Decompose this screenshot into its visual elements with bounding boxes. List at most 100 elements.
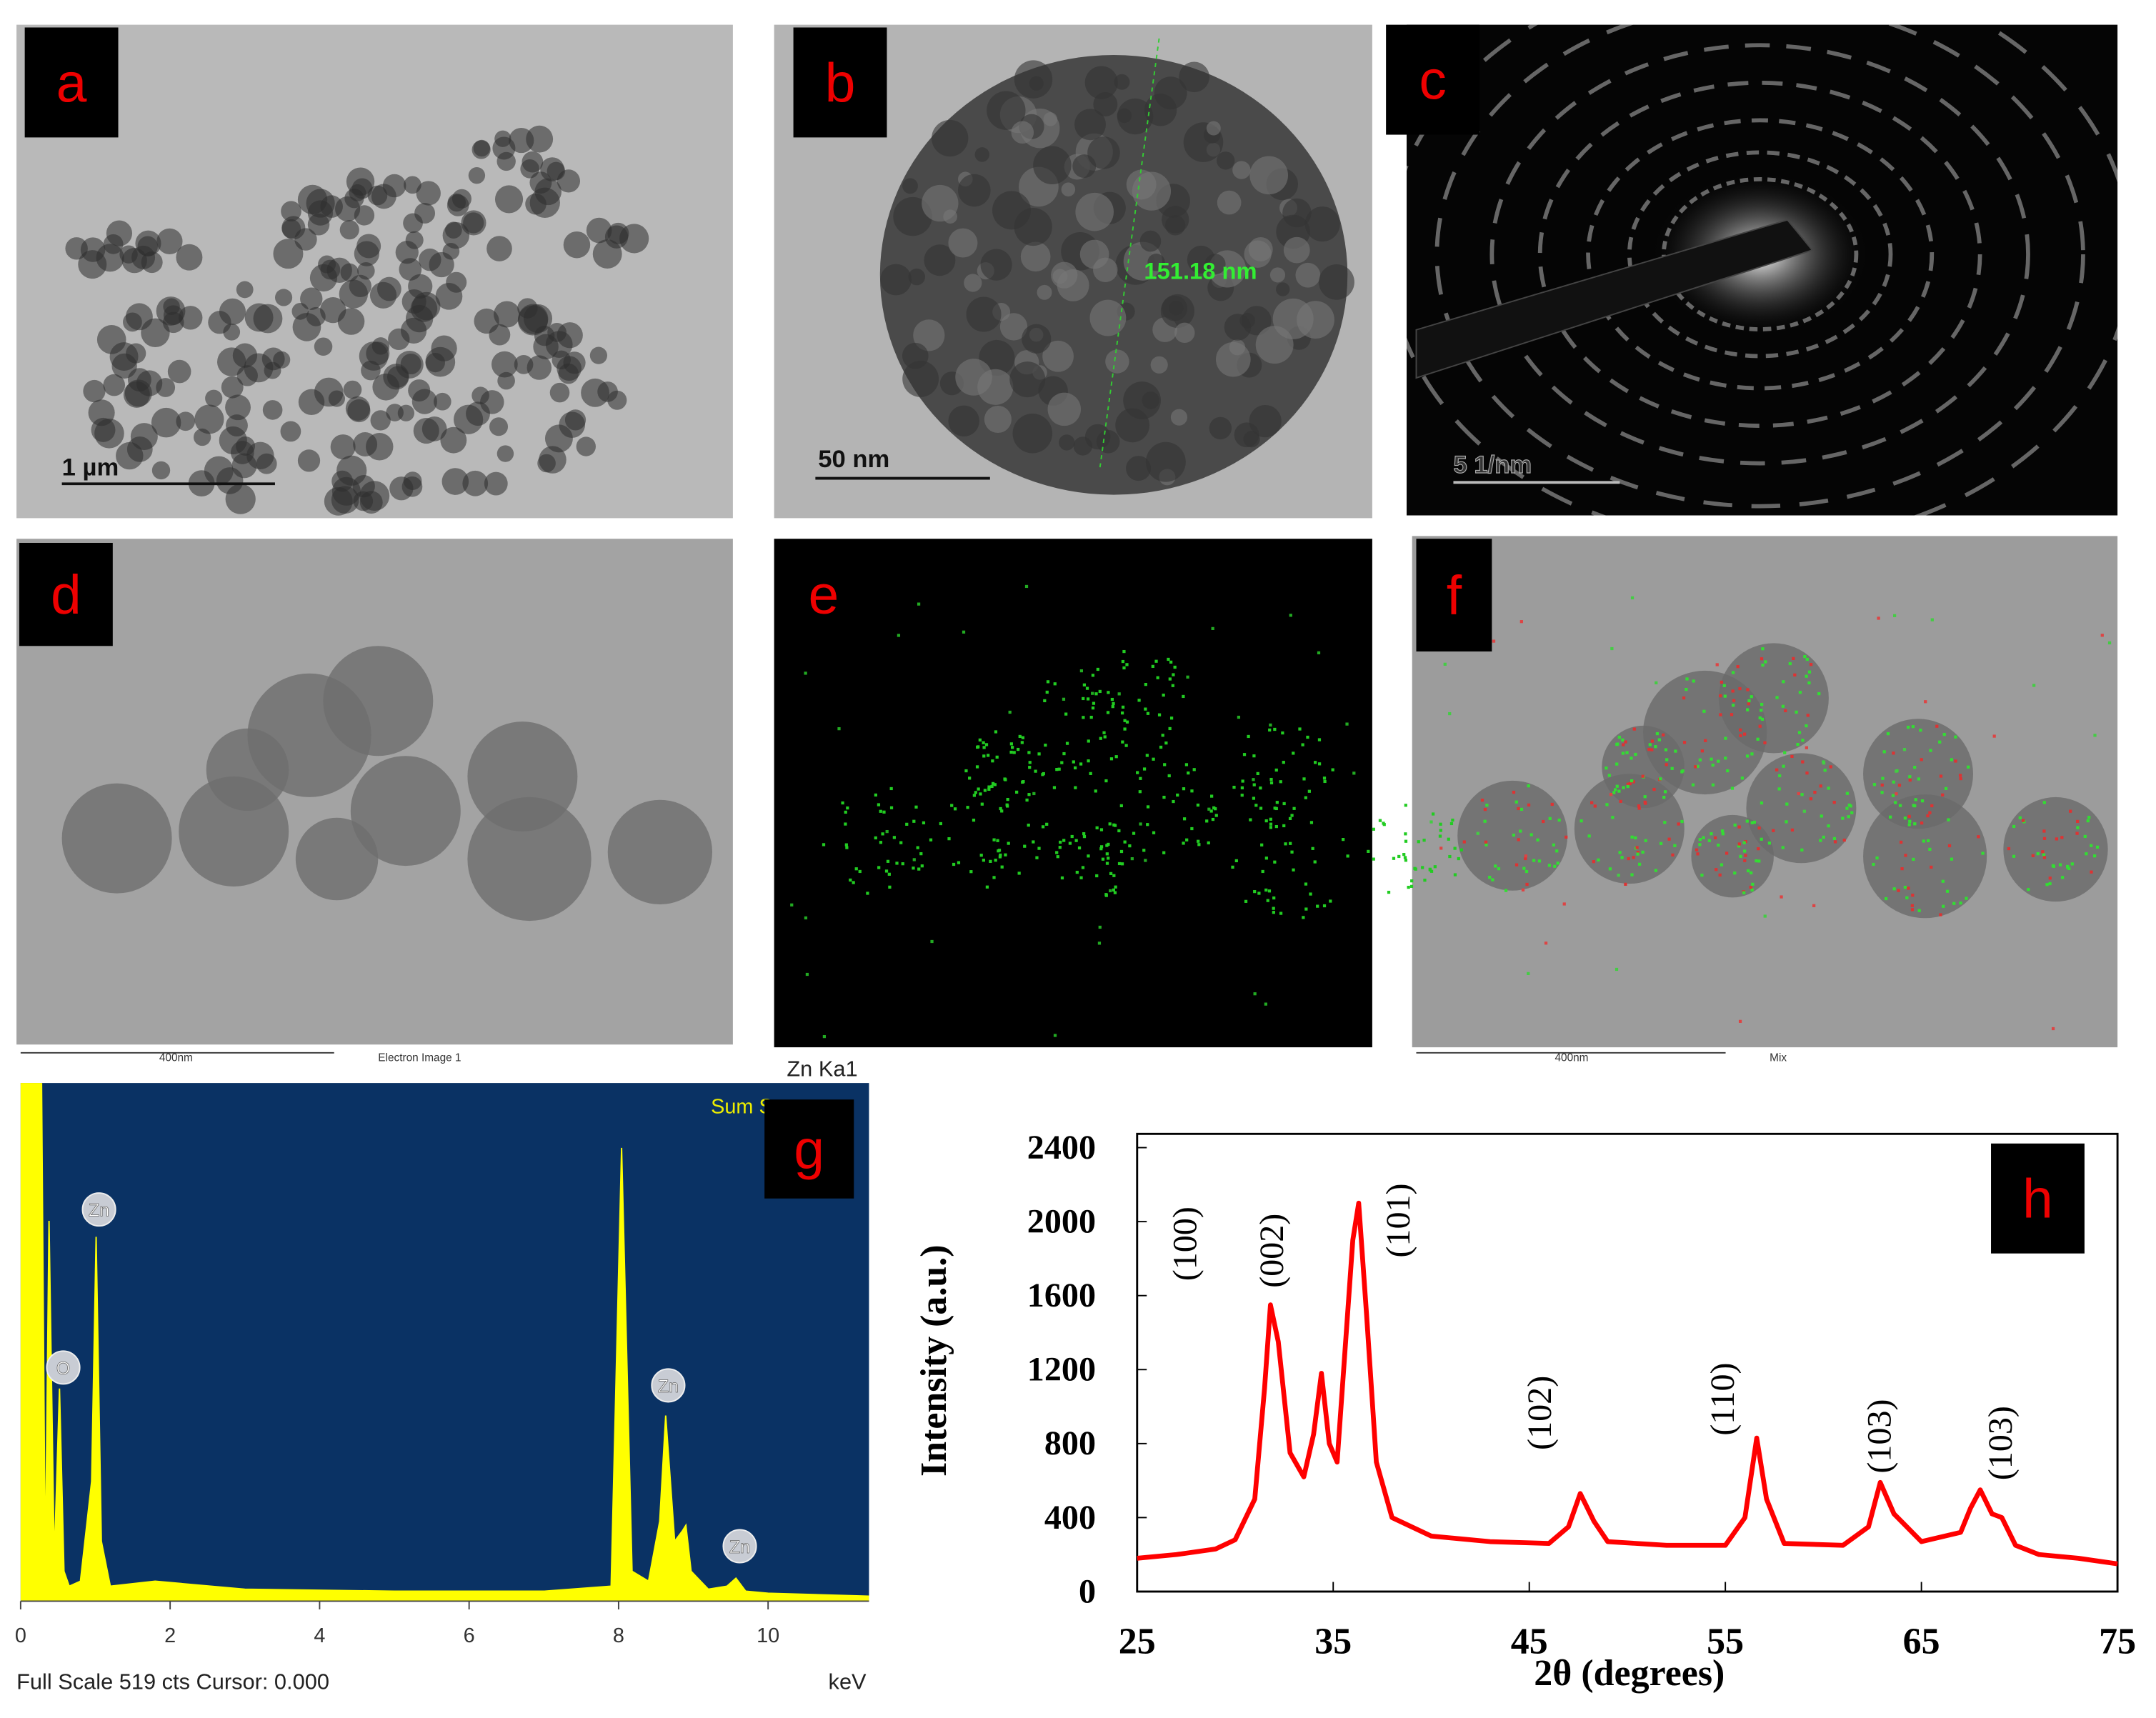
- map-dot: [1275, 801, 1279, 804]
- map-dot: [1139, 776, 1142, 780]
- map-dot: [1809, 797, 1813, 801]
- grain: [999, 313, 1028, 341]
- map-dot: [1378, 819, 1382, 822]
- ring: [1537, 80, 1982, 428]
- map-dot: [1527, 972, 1530, 976]
- map-dot: [1757, 847, 1760, 851]
- map-dot: [912, 858, 916, 862]
- map-dot: [1562, 902, 1566, 906]
- map-dot: [1214, 814, 1218, 817]
- caption: Mix: [1770, 1052, 1787, 1064]
- map-dot: [1492, 639, 1496, 643]
- map-dot: [1009, 742, 1013, 746]
- map-dot: [1790, 828, 1795, 832]
- map-dot: [1264, 856, 1268, 860]
- cluster: [1863, 794, 1987, 919]
- grain: [1282, 198, 1312, 228]
- label-box: [19, 542, 113, 646]
- map-dot: [889, 786, 893, 791]
- grain: [1126, 456, 1152, 481]
- map-dot: [1892, 751, 1895, 755]
- map-dot: [1822, 761, 1826, 765]
- map-dot: [1743, 849, 1747, 853]
- map-dot: [987, 787, 991, 791]
- map-dot: [1091, 706, 1095, 710]
- map-dot: [1911, 894, 1915, 897]
- cluster: [1718, 643, 1829, 754]
- map-dot: [1823, 769, 1827, 772]
- map-dot: [1292, 868, 1295, 872]
- map-dot: [1739, 854, 1742, 858]
- map-dot: [1021, 736, 1025, 739]
- map-dot: [1004, 853, 1007, 856]
- map-dot: [1579, 819, 1583, 823]
- rings: [1407, 24, 2118, 516]
- particle: [356, 234, 381, 259]
- map-dot: [1945, 889, 1950, 893]
- particle: [357, 261, 375, 280]
- map-dot: [1304, 907, 1308, 911]
- label-box: [24, 27, 119, 138]
- map-dot: [1880, 791, 1884, 794]
- map-dot: [1142, 767, 1147, 771]
- label-box: [1991, 1143, 2085, 1254]
- map-dot: [1453, 873, 1457, 877]
- element-label: Zn: [658, 1377, 679, 1397]
- grain: [1139, 230, 1162, 252]
- x-tick-label: 6: [464, 1624, 475, 1647]
- panel-e: [774, 539, 1372, 1048]
- map-dot: [1757, 826, 1761, 830]
- map-dot: [1914, 798, 1917, 801]
- scale-label: 1 µm: [62, 454, 119, 481]
- map-dot: [1168, 677, 1172, 681]
- map-dot: [1045, 822, 1049, 826]
- map-dot: [1740, 776, 1745, 780]
- map-dot: [1037, 752, 1041, 756]
- map-dot: [1654, 745, 1657, 749]
- map-dot: [1775, 696, 1779, 699]
- map-dot: [1274, 806, 1278, 811]
- map-dot: [1752, 820, 1757, 824]
- particle: [484, 471, 508, 496]
- cluster: [607, 799, 713, 904]
- map-dot: [1284, 842, 1287, 846]
- map-dot: [1152, 831, 1156, 834]
- map-dot: [1273, 806, 1277, 810]
- grain: [1248, 236, 1273, 261]
- particles: [65, 125, 649, 516]
- map-dot: [1788, 661, 1792, 666]
- map-dot: [1105, 844, 1109, 847]
- map-dot: [1301, 743, 1304, 746]
- map-dot: [1801, 760, 1805, 764]
- map-dot: [1438, 834, 1442, 838]
- map-dot: [1491, 878, 1494, 882]
- cluster: [206, 728, 289, 811]
- map-dot: [1593, 804, 1597, 808]
- map-dot: [962, 630, 966, 634]
- map-dot: [1037, 846, 1041, 850]
- label-box: [1386, 24, 1480, 135]
- map-dot: [1880, 783, 1884, 787]
- map-dot: [1240, 794, 1244, 797]
- map-dot: [1809, 663, 1813, 666]
- map-dot: [845, 846, 849, 849]
- map-dot: [1907, 814, 1911, 819]
- map-dot: [1550, 802, 1554, 806]
- map-dot: [976, 745, 979, 749]
- ring: [1586, 118, 1935, 391]
- diffraction-pattern: [1407, 24, 2118, 516]
- map-dot: [1413, 867, 1417, 870]
- map-dot: [1341, 838, 1345, 841]
- map-dot: [1159, 745, 1163, 749]
- map-dot: [1763, 914, 1767, 918]
- map-dot: [978, 738, 982, 742]
- map-dot: [1981, 851, 1985, 855]
- grain: [1239, 312, 1255, 329]
- map-dot: [1917, 909, 1921, 912]
- map-dot: [1891, 794, 1895, 797]
- map-dot: [1114, 885, 1117, 889]
- map-dot: [1805, 674, 1808, 678]
- map-dot: [1959, 776, 1962, 781]
- particle: [88, 399, 115, 426]
- map-dot: [1120, 862, 1124, 866]
